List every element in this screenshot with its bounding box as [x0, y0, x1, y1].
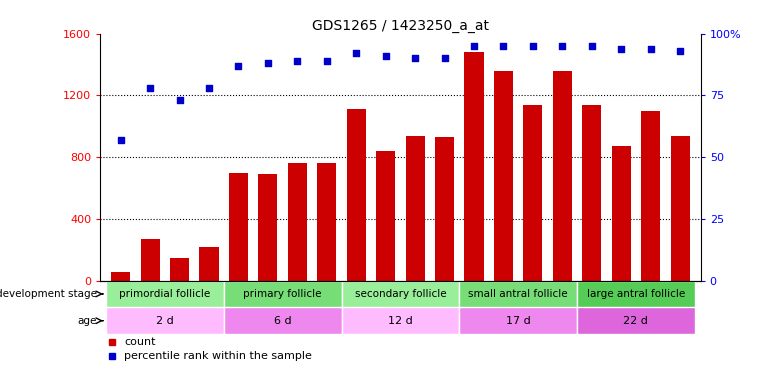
Bar	[641, 111, 660, 280]
Text: primary follicle: primary follicle	[243, 289, 322, 299]
Bar	[464, 52, 484, 280]
Bar	[577, 308, 695, 334]
Bar	[106, 308, 224, 334]
Text: count: count	[124, 338, 156, 347]
Bar	[106, 280, 224, 308]
Text: primordial follicle: primordial follicle	[119, 289, 210, 299]
Point	[350, 51, 363, 57]
Bar	[111, 272, 130, 280]
Point	[527, 43, 539, 49]
Bar	[288, 164, 307, 280]
Point	[320, 58, 333, 64]
Point	[173, 98, 186, 104]
Text: 17 d: 17 d	[506, 316, 531, 326]
Point	[291, 58, 303, 64]
Point	[615, 45, 628, 51]
Bar	[141, 239, 159, 280]
Bar	[577, 280, 695, 308]
Bar	[224, 280, 342, 308]
Bar	[671, 135, 690, 280]
Point	[586, 43, 598, 49]
Text: 12 d: 12 d	[388, 316, 413, 326]
Point	[203, 85, 215, 91]
Point	[468, 43, 480, 49]
Bar	[317, 164, 336, 280]
Point	[644, 45, 657, 51]
Bar	[494, 71, 513, 280]
Bar	[224, 308, 342, 334]
Text: 22 d: 22 d	[624, 316, 648, 326]
Bar	[229, 172, 248, 280]
Bar	[553, 71, 572, 280]
Text: small antral follicle: small antral follicle	[468, 289, 568, 299]
Point	[262, 60, 274, 66]
Point	[409, 56, 421, 62]
Bar	[342, 308, 459, 334]
Point	[674, 48, 686, 54]
Point	[497, 43, 510, 49]
Bar	[611, 146, 631, 280]
Text: 2 d: 2 d	[156, 316, 174, 326]
Bar	[346, 110, 366, 280]
Bar	[259, 174, 277, 280]
Bar	[170, 258, 189, 280]
Bar	[582, 105, 601, 280]
Bar	[459, 308, 577, 334]
Title: GDS1265 / 1423250_a_at: GDS1265 / 1423250_a_at	[312, 19, 489, 33]
Text: secondary follicle: secondary follicle	[355, 289, 446, 299]
Text: large antral follicle: large antral follicle	[587, 289, 685, 299]
Bar	[459, 280, 577, 308]
Bar	[199, 247, 219, 280]
Bar	[524, 105, 542, 280]
Point	[115, 137, 127, 143]
Text: development stage: development stage	[0, 289, 97, 299]
Text: age: age	[78, 316, 97, 326]
Point	[438, 56, 450, 62]
Bar	[435, 137, 454, 280]
Text: 6 d: 6 d	[274, 316, 292, 326]
Bar	[376, 151, 395, 280]
Bar	[342, 280, 459, 308]
Point	[556, 43, 568, 49]
Text: percentile rank within the sample: percentile rank within the sample	[124, 351, 312, 361]
Point	[144, 85, 156, 91]
Point	[233, 63, 245, 69]
Bar	[406, 135, 425, 280]
Point	[380, 53, 392, 59]
